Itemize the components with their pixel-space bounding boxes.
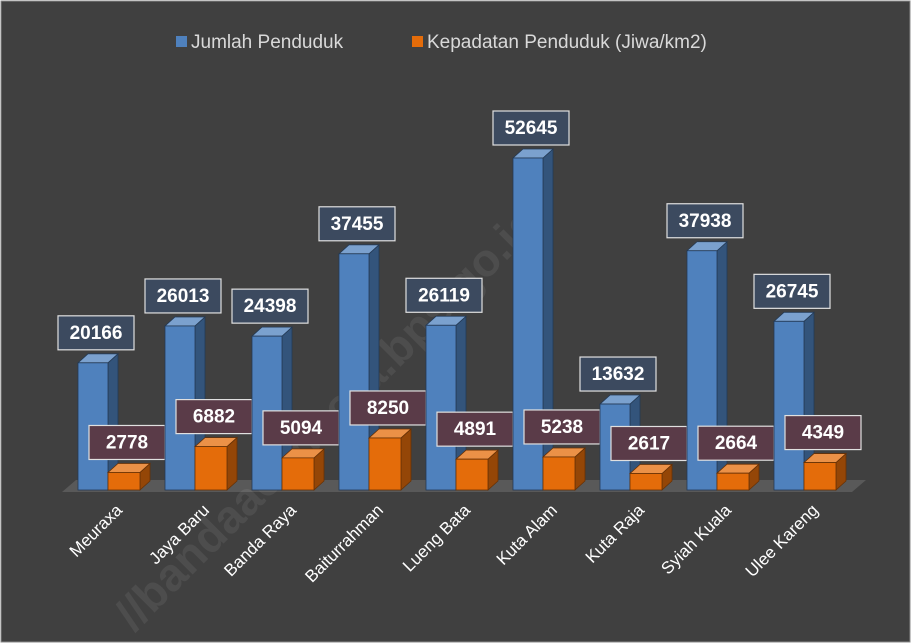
data-label: 8250 [367, 398, 409, 419]
bar-front [629, 473, 663, 491]
bar [715, 463, 761, 491]
bar [280, 447, 326, 491]
bar [106, 462, 152, 491]
data-label-box [88, 424, 166, 461]
data-label-box [405, 277, 483, 313]
data-label-box [144, 278, 222, 314]
bar-front [542, 456, 576, 491]
data-label: 13632 [592, 364, 645, 385]
data-label-box [262, 410, 340, 446]
bar [367, 428, 413, 491]
legend-label: Jumlah Penduduk [191, 32, 344, 53]
bar-front [194, 446, 228, 491]
data-label-box [666, 203, 744, 239]
bar [193, 436, 239, 491]
data-label-box [492, 110, 570, 146]
legend-swatch [176, 36, 187, 47]
data-label: 2664 [715, 433, 758, 454]
data-label: 5238 [541, 417, 583, 438]
data-label: 37938 [679, 211, 732, 232]
data-label-box [318, 206, 396, 242]
data-label: 5094 [280, 418, 323, 439]
bar-front [773, 320, 805, 491]
bar-front [803, 462, 837, 491]
data-label-box [436, 411, 514, 447]
bar-front [281, 457, 315, 491]
data-label: 26745 [766, 281, 819, 302]
bar [454, 449, 500, 491]
data-label: 37455 [331, 214, 384, 235]
data-label-box [753, 273, 831, 309]
bar [628, 463, 674, 491]
data-label: 4891 [454, 419, 497, 440]
bar-front [107, 472, 141, 491]
bar [541, 447, 587, 491]
data-label-box [523, 409, 601, 445]
bar-front [716, 472, 750, 491]
data-label-box [175, 398, 253, 435]
data-label-box [57, 315, 135, 351]
data-label: 52645 [505, 118, 558, 139]
data-label: 26013 [157, 286, 210, 307]
data-label: 4349 [802, 423, 844, 444]
bar-front [425, 324, 457, 491]
bar [802, 452, 848, 491]
bar [337, 243, 381, 491]
data-label: 26119 [418, 285, 470, 306]
data-label: 20166 [70, 323, 123, 344]
data-label-box [231, 288, 309, 324]
legend-label: Kepadatan Penduduk (Jiwa/km2) [427, 32, 707, 53]
data-label: 24398 [244, 296, 297, 317]
bar-side [400, 428, 412, 491]
data-label: 6882 [193, 407, 235, 428]
data-label-box [697, 425, 775, 461]
bar-front [455, 458, 489, 491]
data-label: 2778 [106, 432, 148, 453]
data-label-box [610, 425, 688, 462]
legend-swatch [412, 36, 423, 47]
bar-front [338, 253, 370, 491]
data-label: 2617 [628, 434, 670, 455]
data-label-box [784, 414, 862, 451]
bar-front [368, 437, 402, 491]
data-label-box [579, 356, 657, 392]
